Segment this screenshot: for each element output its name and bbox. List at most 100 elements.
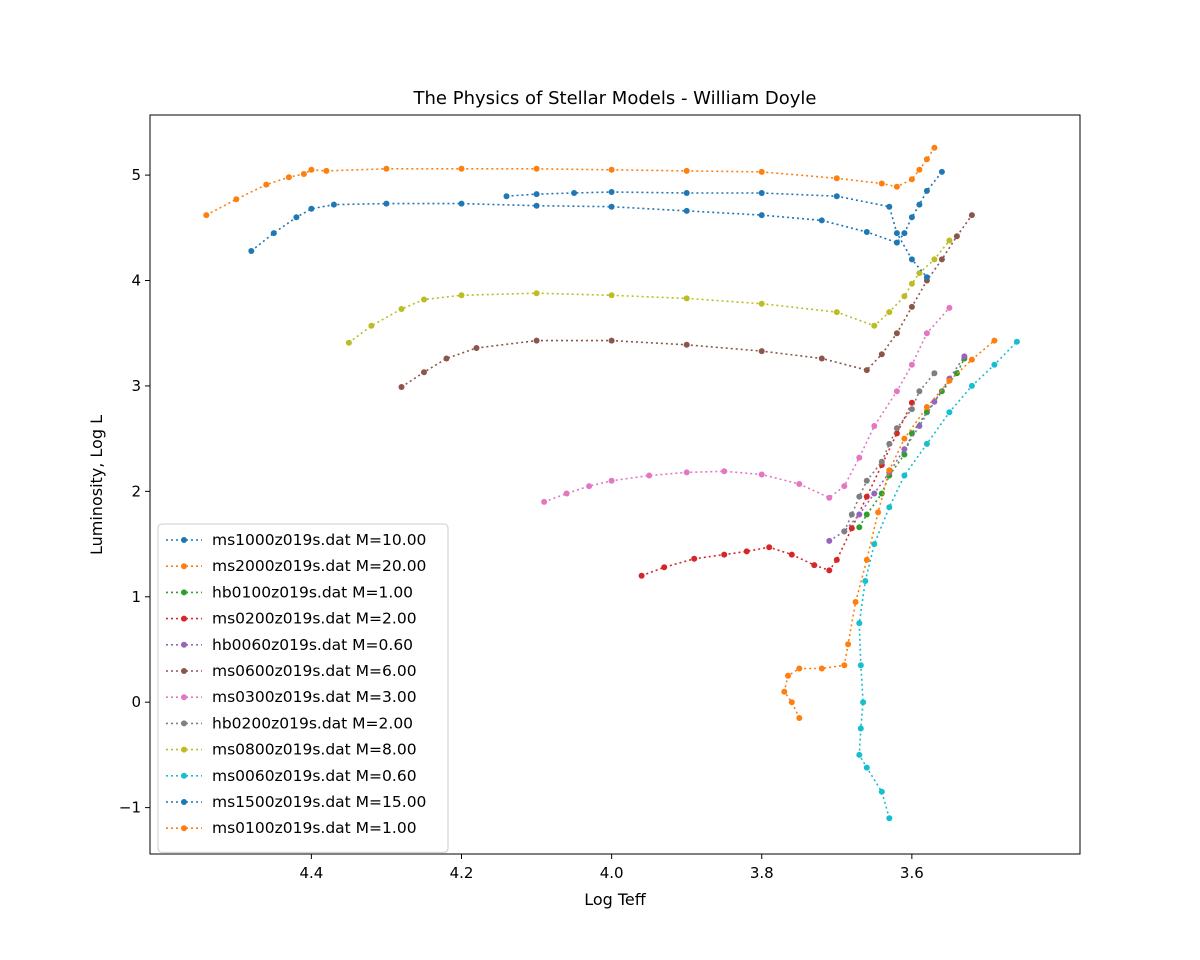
y-tick-label: −1 bbox=[119, 799, 141, 817]
series-8 bbox=[841, 370, 938, 535]
data-point bbox=[285, 174, 292, 181]
data-point bbox=[848, 525, 855, 532]
y-tick-label: 4 bbox=[131, 272, 141, 290]
data-point bbox=[908, 214, 915, 221]
y-tick-label: 2 bbox=[131, 482, 141, 500]
data-point bbox=[586, 483, 593, 490]
legend-item: hb0200z019s.dat M=2.00 bbox=[166, 714, 413, 732]
data-point bbox=[826, 537, 833, 544]
data-point bbox=[893, 239, 900, 246]
series-10 bbox=[856, 338, 1020, 822]
data-point bbox=[458, 292, 465, 299]
legend-item: ms0100z019s.dat M=1.00 bbox=[166, 819, 417, 837]
data-point bbox=[646, 472, 653, 479]
data-point bbox=[946, 409, 953, 416]
data-point bbox=[833, 309, 840, 316]
legend-item: ms2000z019s.dat M=20.00 bbox=[166, 557, 426, 575]
data-point bbox=[796, 481, 803, 487]
chart-title: The Physics of Stellar Models - William … bbox=[413, 88, 817, 109]
x-tick-label: 4.0 bbox=[600, 864, 624, 882]
data-point bbox=[796, 715, 803, 721]
series-9 bbox=[345, 237, 953, 346]
data-point bbox=[946, 237, 953, 244]
data-point bbox=[263, 181, 270, 188]
data-point bbox=[721, 468, 728, 475]
data-point bbox=[893, 388, 900, 395]
data-point bbox=[421, 369, 427, 376]
data-point bbox=[916, 270, 923, 277]
data-point bbox=[923, 156, 930, 163]
legend-swatch-marker bbox=[181, 772, 187, 779]
data-point bbox=[857, 662, 864, 669]
series-line bbox=[843, 372, 936, 532]
data-point bbox=[946, 304, 953, 311]
data-point bbox=[533, 191, 540, 198]
x-tick-label: 4.2 bbox=[450, 864, 474, 882]
data-point bbox=[938, 168, 945, 175]
data-point bbox=[908, 303, 915, 310]
data-point bbox=[1013, 338, 1020, 345]
legend-item: ms0800z019s.dat M=8.00 bbox=[166, 741, 417, 759]
data-point bbox=[683, 207, 690, 214]
data-point bbox=[758, 212, 765, 219]
series-1 bbox=[248, 168, 945, 254]
data-point bbox=[901, 451, 908, 458]
data-point bbox=[863, 511, 870, 518]
data-point bbox=[383, 200, 390, 207]
data-point bbox=[923, 187, 930, 194]
data-point bbox=[856, 511, 863, 518]
legend-item: ms0300z019s.dat M=3.00 bbox=[166, 688, 417, 706]
y-tick-label: 0 bbox=[131, 693, 141, 711]
data-point bbox=[991, 361, 998, 368]
legend-item: hb0100z019s.dat M=1.00 bbox=[166, 583, 413, 601]
data-point bbox=[946, 377, 953, 384]
data-point bbox=[721, 551, 728, 558]
data-point bbox=[893, 230, 900, 237]
data-point bbox=[953, 233, 960, 240]
data-point bbox=[857, 725, 864, 732]
data-point bbox=[758, 300, 765, 307]
data-point bbox=[308, 166, 315, 173]
legend-label: ms0800z019s.dat M=8.00 bbox=[212, 741, 417, 759]
data-point bbox=[852, 599, 859, 605]
data-point bbox=[908, 361, 915, 368]
data-point bbox=[533, 165, 540, 172]
data-point bbox=[458, 200, 465, 207]
data-point bbox=[893, 330, 900, 337]
data-point bbox=[608, 292, 615, 299]
data-point bbox=[833, 556, 840, 563]
data-point bbox=[856, 454, 863, 461]
legend-swatch-marker bbox=[181, 589, 187, 596]
legend-label: ms0100z019s.dat M=1.00 bbox=[212, 819, 417, 837]
data-point bbox=[991, 337, 998, 344]
data-point bbox=[826, 494, 833, 501]
data-point bbox=[931, 370, 938, 377]
legend-item: hb0060z019s.dat M=0.60 bbox=[166, 636, 413, 654]
data-point bbox=[743, 548, 750, 555]
data-point bbox=[683, 341, 690, 348]
data-point bbox=[383, 165, 390, 172]
data-point bbox=[345, 339, 352, 346]
legend-box bbox=[157, 523, 449, 853]
legend-swatch-marker bbox=[181, 720, 187, 727]
data-point bbox=[368, 322, 375, 329]
data-point bbox=[571, 190, 578, 196]
data-point bbox=[893, 425, 900, 432]
data-point bbox=[443, 355, 450, 362]
data-point bbox=[916, 388, 923, 395]
data-point bbox=[533, 337, 540, 344]
data-point bbox=[503, 193, 510, 200]
data-point bbox=[691, 555, 698, 562]
data-point bbox=[923, 440, 930, 447]
data-point bbox=[893, 183, 900, 190]
plot-area bbox=[203, 144, 1020, 822]
data-point bbox=[398, 306, 405, 312]
data-point bbox=[848, 511, 855, 518]
data-point bbox=[923, 404, 930, 410]
data-point bbox=[270, 230, 277, 237]
data-point bbox=[608, 203, 615, 210]
legend-item: ms1000z019s.dat M=10.00 bbox=[166, 531, 426, 549]
data-point bbox=[683, 167, 690, 174]
legend-label: ms1000z019s.dat M=10.00 bbox=[212, 531, 426, 549]
x-tick-label: 4.4 bbox=[299, 864, 323, 882]
